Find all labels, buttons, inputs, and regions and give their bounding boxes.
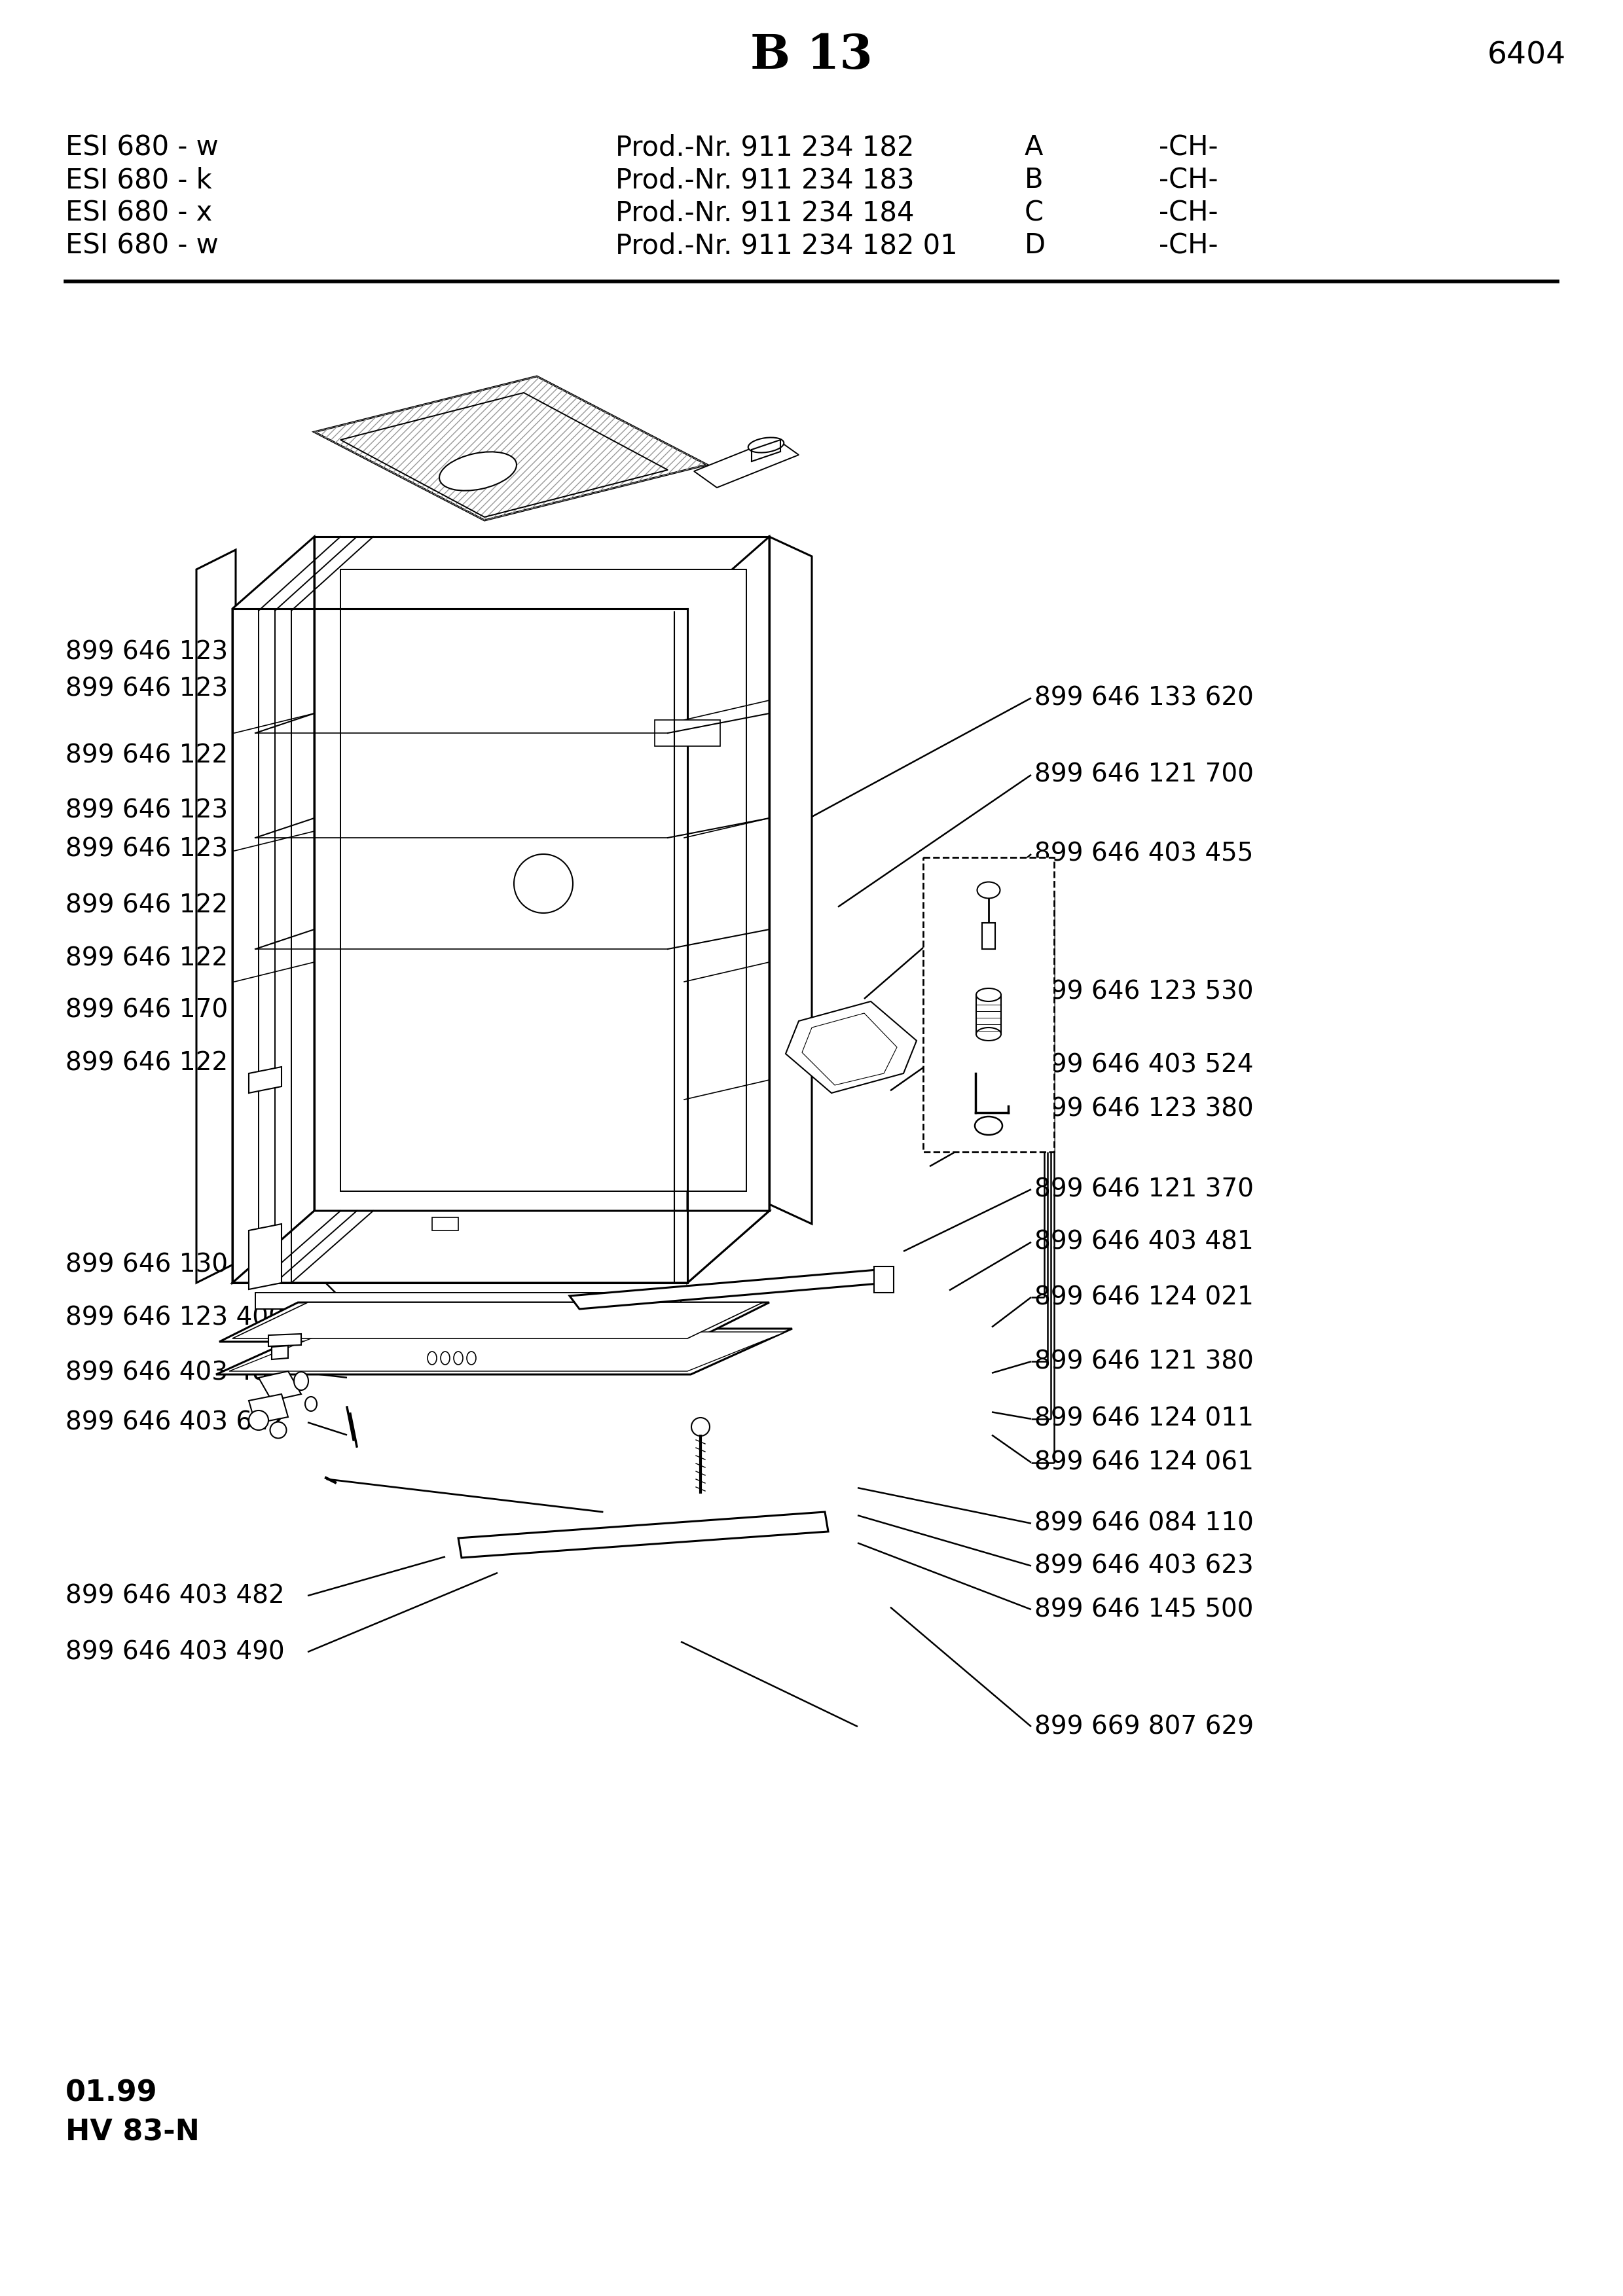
Ellipse shape xyxy=(269,1421,286,1437)
Text: B: B xyxy=(1024,165,1044,193)
Polygon shape xyxy=(786,1001,917,1093)
Text: 899 646 133 620: 899 646 133 620 xyxy=(1034,687,1253,709)
Ellipse shape xyxy=(514,854,573,914)
Polygon shape xyxy=(432,1217,458,1231)
Text: -CH-: -CH- xyxy=(1159,165,1219,193)
Text: 899 646 121 370: 899 646 121 370 xyxy=(1034,1178,1253,1201)
Text: Prod.-Nr. 911 234 184: Prod.-Nr. 911 234 184 xyxy=(615,200,914,227)
Text: 899 646 145 500: 899 646 145 500 xyxy=(1034,1598,1253,1621)
Polygon shape xyxy=(268,1334,302,1345)
Polygon shape xyxy=(982,923,995,948)
Text: 899 646 123 421: 899 646 123 421 xyxy=(65,641,284,664)
Text: 01.99: 01.99 xyxy=(65,2080,157,2108)
Polygon shape xyxy=(248,1394,287,1424)
Text: 899 646 403 455: 899 646 403 455 xyxy=(1034,843,1253,866)
Text: ESI 680 - x: ESI 680 - x xyxy=(65,200,213,227)
Text: 899 646 123 410: 899 646 123 410 xyxy=(65,838,284,861)
Text: 899 646 403 623: 899 646 403 623 xyxy=(1034,1554,1253,1577)
Text: HV 83-N: HV 83-N xyxy=(65,2119,200,2147)
Ellipse shape xyxy=(748,439,784,452)
Text: ESI 680 - w: ESI 680 - w xyxy=(65,232,219,259)
Text: 899 646 403 480: 899 646 403 480 xyxy=(65,1362,284,1384)
Text: 899 646 124 011: 899 646 124 011 xyxy=(1034,1407,1253,1430)
Text: A: A xyxy=(1024,133,1044,161)
Polygon shape xyxy=(458,1511,828,1557)
Ellipse shape xyxy=(440,452,516,491)
Text: -CH-: -CH- xyxy=(1159,200,1219,227)
Polygon shape xyxy=(248,1224,281,1290)
Ellipse shape xyxy=(454,1352,463,1364)
Polygon shape xyxy=(875,1267,894,1293)
Text: 6404: 6404 xyxy=(1487,41,1566,71)
Polygon shape xyxy=(570,1270,888,1309)
Text: 899 646 123 400: 899 646 123 400 xyxy=(65,1306,284,1329)
Polygon shape xyxy=(248,1068,281,1093)
Text: 899 646 122 650: 899 646 122 650 xyxy=(65,946,284,971)
Ellipse shape xyxy=(440,1352,450,1364)
Polygon shape xyxy=(196,549,235,1283)
Ellipse shape xyxy=(691,1417,709,1435)
Ellipse shape xyxy=(975,1029,1001,1040)
Text: 899 646 403 524: 899 646 403 524 xyxy=(1034,1054,1253,1077)
Polygon shape xyxy=(769,537,812,1224)
Text: 899 646 170 990: 899 646 170 990 xyxy=(65,999,286,1022)
Text: 899 646 123 380: 899 646 123 380 xyxy=(1034,1097,1253,1120)
Text: 899 646 403 490: 899 646 403 490 xyxy=(65,1639,284,1665)
Ellipse shape xyxy=(467,1352,476,1364)
Polygon shape xyxy=(688,537,769,1283)
Text: Prod.-Nr. 911 234 182 01: Prod.-Nr. 911 234 182 01 xyxy=(615,232,958,259)
Text: ESI 680 - k: ESI 680 - k xyxy=(65,165,213,193)
Polygon shape xyxy=(654,721,721,746)
Polygon shape xyxy=(695,439,799,487)
Ellipse shape xyxy=(427,1352,437,1364)
Polygon shape xyxy=(315,537,769,1210)
Text: 899 669 807 629: 899 669 807 629 xyxy=(1034,1715,1255,1738)
Polygon shape xyxy=(232,1210,769,1283)
Text: 899 646 122 970: 899 646 122 970 xyxy=(65,744,284,767)
Text: -CH-: -CH- xyxy=(1159,133,1219,161)
Text: 899 646 123 530: 899 646 123 530 xyxy=(1034,980,1253,1003)
Text: 899 646 124 021: 899 646 124 021 xyxy=(1034,1286,1253,1309)
Polygon shape xyxy=(229,1332,786,1371)
Text: li: li xyxy=(334,838,347,861)
Ellipse shape xyxy=(977,882,1000,898)
Text: 899 646 403 622: 899 646 403 622 xyxy=(65,1410,284,1435)
Polygon shape xyxy=(258,1371,302,1401)
Text: 899 646 122 660: 899 646 122 660 xyxy=(65,893,284,918)
Text: 899 646 121 380: 899 646 121 380 xyxy=(1034,1350,1253,1373)
Text: 899 646 124 061: 899 646 124 061 xyxy=(1034,1451,1253,1474)
Text: D: D xyxy=(1024,232,1045,259)
Ellipse shape xyxy=(305,1396,316,1412)
Polygon shape xyxy=(271,1345,287,1359)
Ellipse shape xyxy=(975,1116,1003,1134)
FancyBboxPatch shape xyxy=(923,856,1053,1153)
Text: C: C xyxy=(1024,200,1044,227)
Text: 899 646 084 110: 899 646 084 110 xyxy=(1034,1511,1253,1536)
Polygon shape xyxy=(255,1293,682,1309)
Polygon shape xyxy=(216,1329,792,1375)
Text: Prod.-Nr. 911 234 182: Prod.-Nr. 911 234 182 xyxy=(615,133,914,161)
Polygon shape xyxy=(315,377,708,521)
Text: Prod.-Nr. 911 234 183: Prod.-Nr. 911 234 183 xyxy=(615,165,914,193)
Text: 899 646 122 880: 899 646 122 880 xyxy=(65,1052,284,1075)
Polygon shape xyxy=(341,569,747,1192)
Text: B 13: B 13 xyxy=(750,32,873,78)
Text: 899 646 123 411: 899 646 123 411 xyxy=(65,799,284,822)
Polygon shape xyxy=(232,537,315,1283)
Ellipse shape xyxy=(294,1371,308,1389)
Text: re: re xyxy=(334,799,360,822)
Ellipse shape xyxy=(248,1410,268,1430)
Text: 899 646 403 482: 899 646 403 482 xyxy=(65,1584,284,1607)
Text: 899 646 123 420: 899 646 123 420 xyxy=(65,677,284,700)
Text: 899 646 403 481: 899 646 403 481 xyxy=(1034,1231,1253,1254)
Text: li: li xyxy=(334,677,347,700)
Polygon shape xyxy=(219,1302,769,1341)
Text: -CH-: -CH- xyxy=(1159,232,1219,259)
Text: 899 646 130 991: 899 646 130 991 xyxy=(65,1254,286,1277)
Text: 899 646 121 700: 899 646 121 700 xyxy=(1034,762,1253,788)
Text: re: re xyxy=(334,641,360,664)
Ellipse shape xyxy=(975,987,1001,1001)
Text: ESI 680 - w: ESI 680 - w xyxy=(65,133,219,161)
Polygon shape xyxy=(232,1302,763,1339)
